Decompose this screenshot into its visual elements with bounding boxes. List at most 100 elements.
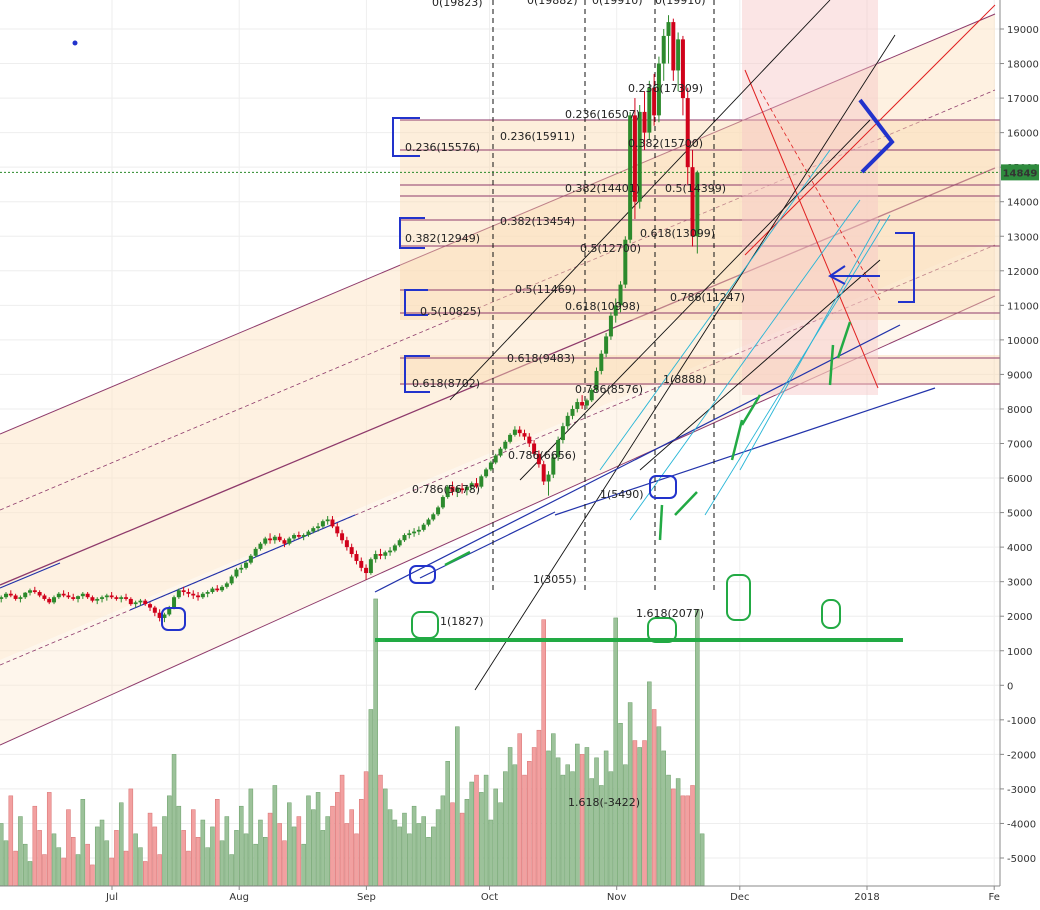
candle-body: [599, 353, 604, 371]
candle: [474, 478, 479, 489]
volume-bar: [0, 823, 4, 886]
candle-body: [368, 559, 373, 574]
volume-bar: [536, 729, 542, 886]
fan-line-cyan: [739, 219, 881, 471]
candle-body: [85, 593, 90, 598]
candle-body: [61, 593, 66, 596]
candle: [498, 446, 503, 458]
candle: [671, 18, 676, 81]
candle: [335, 522, 340, 537]
volume-bar: [128, 788, 134, 886]
candle-body: [517, 429, 522, 434]
candle: [80, 592, 85, 599]
circle-annotation-blue: [409, 565, 436, 584]
volume-bar: [531, 747, 537, 886]
candle: [138, 598, 143, 606]
volume-bar: [157, 854, 162, 886]
fib-zone-band: [400, 355, 1000, 385]
volume-bar: [498, 802, 503, 886]
arrow-annotation-green: [740, 394, 762, 426]
candle: [76, 595, 81, 603]
volume-bar: [570, 771, 575, 886]
candle: [162, 612, 167, 623]
candle: [71, 593, 76, 601]
candle-body: [474, 483, 479, 487]
candle: [210, 586, 215, 594]
candle-body: [373, 554, 378, 560]
candle: [176, 588, 181, 599]
candle: [512, 426, 517, 437]
fib-level-label: 1(1827): [440, 615, 484, 628]
candle-body: [642, 111, 647, 133]
price-axis-label: 0: [1007, 681, 1013, 692]
candle: [618, 281, 623, 313]
volume-bar: [671, 788, 676, 886]
fib-level-label: 0.236(17309): [628, 82, 703, 95]
candle: [584, 398, 589, 409]
fib-level-label: 0.786(8576): [575, 383, 643, 396]
volume-bar: [330, 805, 335, 886]
volume-bar: [272, 785, 278, 886]
candle-body: [330, 519, 335, 527]
fib-level-label: 0.5(14399): [665, 182, 726, 195]
price-axis-label: 16000: [1007, 129, 1039, 140]
volume-bar: [632, 740, 638, 886]
volume-bar: [80, 799, 86, 886]
candle: [325, 516, 330, 525]
fib-labels: 0(19823) 0(19882) 0(19910) 0(19910) 0.236(17…: [405, 0, 745, 809]
candle: [18, 595, 23, 603]
candle: [157, 609, 162, 622]
candle: [541, 460, 546, 485]
arrow-annotation-green: [828, 344, 835, 386]
volume-bar: [527, 761, 532, 886]
candle: [570, 405, 575, 420]
volume-bar: [32, 805, 38, 886]
candle-body: [244, 562, 249, 568]
volume-bar: [239, 805, 244, 886]
volume-bar: [512, 764, 518, 886]
candle: [316, 522, 321, 532]
bracket-annotation-blue: [399, 217, 425, 249]
candle-body: [325, 519, 330, 522]
candle: [421, 522, 426, 532]
fib-level-label: 0.618(10998): [565, 300, 640, 313]
bracket-annotation-right: [895, 232, 915, 303]
candle-body: [508, 434, 513, 442]
candle-body: [402, 535, 407, 541]
volume-bar: [301, 843, 306, 886]
volume-bar: [219, 840, 225, 886]
arrow-head-blue: [828, 265, 846, 285]
volume-bar: [109, 857, 114, 886]
volume-bar: [200, 819, 206, 886]
candle: [320, 519, 325, 529]
candle: [56, 592, 61, 599]
candle-body: [37, 592, 42, 596]
candle-body: [445, 486, 450, 498]
candle: [306, 529, 311, 537]
candle-body: [647, 87, 652, 133]
volume-bar: [383, 788, 388, 886]
volume-bar: [488, 819, 494, 886]
candle-body: [76, 596, 81, 599]
fib-level-label: 0.5(11469): [515, 283, 576, 296]
candle-body: [167, 607, 172, 615]
trend-line-blue: [419, 511, 556, 579]
chevron-annotation-blue: [858, 98, 895, 174]
price-axis-label: 13000: [1007, 232, 1039, 243]
candle: [248, 554, 253, 565]
candle: [436, 505, 441, 517]
candle-body: [580, 402, 585, 406]
volume-bar: [3, 840, 9, 886]
candle: [623, 236, 628, 289]
volume-bar: [186, 850, 191, 886]
candle-body: [191, 593, 196, 596]
volume-bar: [359, 799, 364, 886]
candle: [412, 528, 417, 537]
candle: [388, 547, 393, 556]
volume-bar: [99, 819, 105, 886]
last-price-label: 14849: [1003, 168, 1038, 179]
candle: [340, 529, 345, 544]
trend-line-black: [639, 259, 881, 471]
candle: [522, 429, 527, 441]
candle: [253, 547, 258, 558]
